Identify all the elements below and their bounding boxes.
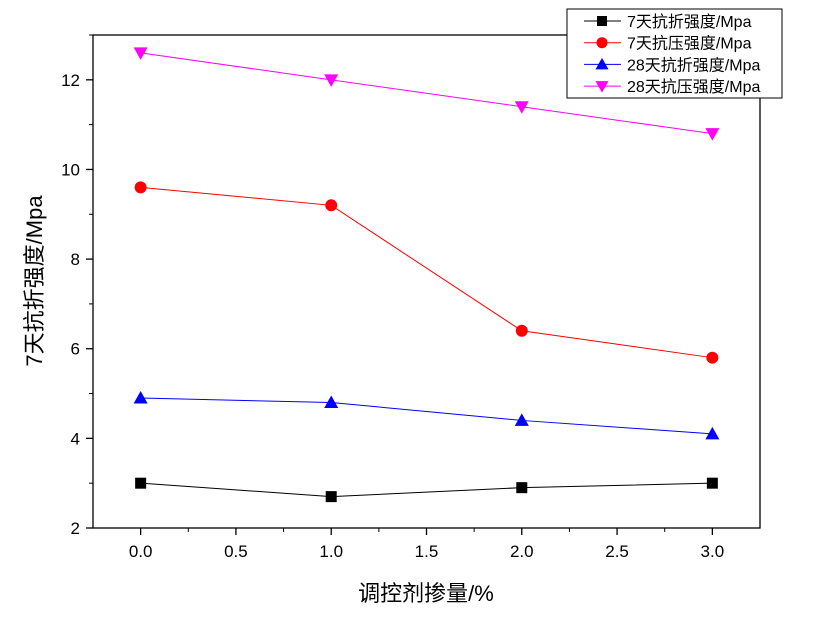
data-point-triangle-down (133, 47, 148, 60)
legend-label: 7天抗折强度/Mpa (627, 13, 752, 31)
legend-item: 28天抗压强度/Mpa (584, 78, 760, 96)
y-tick-label: 8 (71, 250, 80, 269)
series-line (140, 186, 713, 359)
legend-label: 7天抗压强度/Mpa (627, 35, 752, 53)
data-point-triangle-down (514, 101, 529, 114)
legend-item: 7天抗压强度/Mpa (584, 35, 752, 53)
data-point-circle (706, 351, 719, 364)
data-point-triangle-up (324, 395, 339, 409)
legend: 7天抗折强度/Mpa 7天抗压强度/Mpa 28天抗折强度/Mpa 28天抗压强度/M… (566, 8, 783, 99)
y-tick-label: 6 (71, 340, 80, 359)
series-2 (134, 181, 719, 364)
legend-item: 28天抗折强度/Mpa (584, 56, 760, 74)
data-point-circle (515, 324, 528, 337)
data-point-triangle-up (133, 391, 148, 404)
plot-frame (92, 34, 761, 529)
x-tick-label: 3.0 (701, 542, 725, 561)
x-tick-label: 1.0 (319, 542, 343, 561)
data-point-circle (325, 199, 338, 212)
data-point-triangle-up (705, 426, 720, 440)
series-3 (133, 391, 720, 440)
y-tick-label: 10 (61, 160, 80, 179)
y-tick-label: 4 (71, 429, 80, 448)
data-point-circle (596, 37, 608, 49)
x-tick-label: 0.5 (224, 542, 248, 561)
x-tick-label: 2.0 (510, 542, 534, 561)
data-point-square (706, 477, 718, 489)
legend-label: 28天抗折强度/Mpa (627, 56, 760, 74)
x-tick-label: 2.5 (605, 542, 629, 561)
y-axis-label: 7天抗折强度/Mpa (22, 195, 47, 367)
data-point-square (325, 491, 337, 503)
data-point-triangle-down (324, 74, 339, 87)
legend-label: 28天抗压强度/Mpa (627, 78, 760, 96)
series-4 (133, 47, 720, 141)
x-tick-label: 0.0 (129, 542, 153, 561)
data-point-triangle-up (595, 57, 609, 70)
data-point-square (597, 16, 607, 26)
x-tick-label: 1.5 (415, 542, 439, 561)
series-1 (135, 477, 718, 503)
data-point-circle (134, 181, 147, 194)
data-point-square (516, 482, 528, 494)
y-tick-label: 2 (71, 519, 80, 538)
data-point-square (135, 477, 147, 489)
data-point-triangle-up (514, 413, 529, 426)
series-line (140, 52, 713, 135)
series-line (140, 397, 713, 435)
legend-item: 7天抗折强度/Mpa (584, 13, 752, 31)
y-tick-label: 12 (61, 71, 80, 90)
series-line (140, 482, 713, 498)
data-point-triangle-down (595, 81, 609, 93)
x-axis-label: 调控剂掺量/% (358, 581, 494, 606)
data-point-triangle-down (705, 128, 720, 141)
